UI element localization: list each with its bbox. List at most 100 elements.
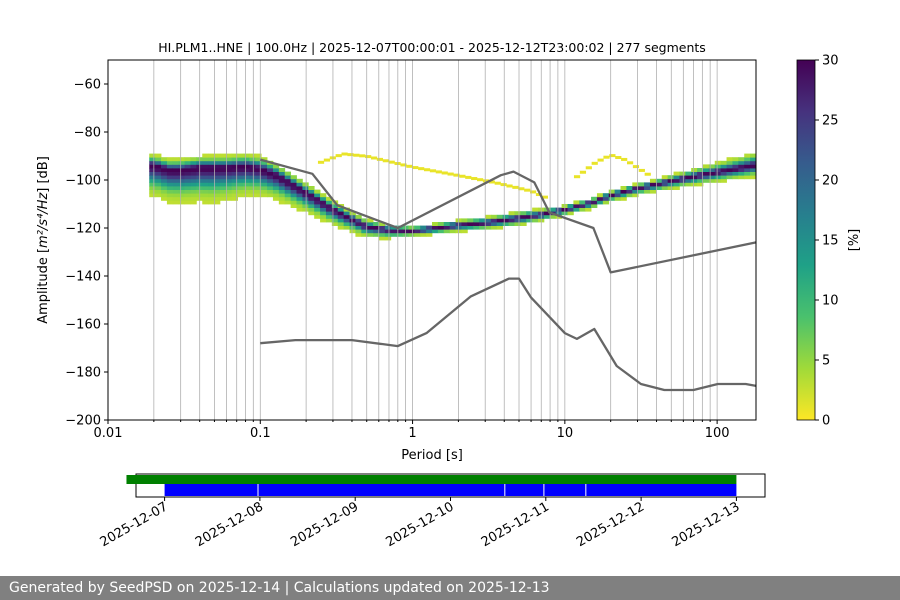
heatmap-cell [231, 168, 238, 172]
heatmap-cell [479, 218, 486, 223]
heatmap-cell [720, 178, 727, 183]
heatmap-cell [166, 196, 174, 201]
heatmap-cell [632, 165, 640, 169]
heatmap-cell [331, 214, 339, 219]
heatmap-cell [720, 160, 727, 165]
heatmap-cell [367, 222, 374, 226]
heatmap-cell [596, 196, 604, 201]
heatmap-cell [249, 182, 256, 187]
heatmap-cell [302, 196, 309, 201]
heatmap-cell [161, 168, 168, 172]
heatmap-cell [655, 182, 663, 187]
heatmap-cell [502, 214, 509, 219]
heatmap-cell [214, 196, 221, 201]
heatmap-cell [750, 168, 757, 172]
heatmap-cell [202, 171, 209, 176]
heatmap-cell [219, 182, 227, 187]
heatmap-cell [608, 196, 616, 201]
heatmap-cell [155, 193, 162, 198]
heatmap-cell [243, 153, 250, 158]
heatmap-cell [302, 193, 309, 198]
heatmap-cell [644, 172, 651, 176]
heatmap-cell [337, 207, 345, 212]
heatmap-cell [685, 175, 692, 180]
heatmap-cell [296, 193, 303, 198]
heatmap-cell [479, 225, 486, 230]
heatmap-cell [320, 200, 327, 205]
heatmap-cell [520, 211, 527, 216]
heatmap-cell [190, 175, 197, 180]
heatmap-cell [184, 186, 191, 190]
heatmap-cell [361, 222, 368, 226]
heatmap-cell [249, 153, 256, 158]
heatmap-cell [278, 171, 286, 176]
heatmap-cell [161, 171, 168, 176]
heatmap-cell [231, 196, 238, 201]
heatmap-cell [390, 232, 398, 237]
heatmap-cell [214, 157, 221, 162]
heatmap-cell [708, 175, 716, 180]
heatmap-cell [702, 171, 710, 176]
heatmap-cell [473, 225, 480, 230]
heatmap-cell [184, 171, 191, 176]
heatmap-cell [467, 225, 474, 230]
heatmap-cell [214, 153, 221, 158]
heatmap-cell [353, 153, 360, 157]
heatmap-cell [208, 193, 215, 198]
heatmap-cell [155, 157, 162, 162]
heatmap-cell [524, 188, 531, 192]
heatmap-cell [249, 186, 256, 190]
heatmap-cell [272, 175, 280, 180]
heatmap-cell [208, 160, 215, 165]
heatmap-cell [702, 178, 710, 183]
heatmap-cell [155, 160, 162, 165]
heatmap-cell [284, 196, 292, 201]
heatmap-cell [161, 186, 168, 190]
heatmap-cell [514, 218, 521, 223]
heatmap-cell [190, 193, 197, 198]
heatmap-cell [267, 189, 274, 194]
heatmap-cell [361, 218, 368, 223]
heatmap-cell [679, 171, 686, 176]
heatmap-cell [496, 214, 504, 219]
heatmap-cell [231, 175, 238, 180]
heatmap-cell [738, 175, 745, 180]
heatmap-cell [325, 196, 333, 201]
heatmap-cell [626, 186, 633, 190]
heatmap-cell [679, 178, 686, 183]
heatmap-cell [585, 204, 592, 208]
heatmap-cell [744, 175, 751, 180]
heatmap-cell [473, 222, 480, 226]
heatmap-cell [255, 157, 262, 162]
psd-figure: HI.PLM1..HNE | 100.0Hz | 2025-12-07T00:0… [36, 40, 862, 550]
heatmap-cell [314, 196, 321, 201]
heatmap-cell [320, 214, 327, 219]
heatmap-cell [585, 207, 592, 212]
heatmap-cell [649, 189, 657, 194]
heatmap-cell [237, 189, 244, 194]
heatmap-cell [591, 196, 598, 201]
heatmap-cell [614, 189, 621, 194]
heatmap-cell [255, 189, 262, 194]
heatmap-cell [432, 229, 439, 234]
heatmap-cell [190, 200, 197, 205]
heatmap-cell [535, 193, 543, 197]
heatmap-cell [302, 204, 309, 208]
heatmap-cell [609, 154, 616, 158]
heatmap-cell [378, 222, 386, 226]
heatmap-cell [432, 225, 439, 230]
heatmap-cell [373, 222, 380, 226]
heatmap-cell [231, 189, 238, 194]
heatmap-cell [184, 193, 191, 198]
heatmap-cell [314, 200, 321, 205]
heatmap-cell [373, 232, 380, 237]
heatmap-cell [579, 204, 586, 208]
heatmap-cell [225, 157, 233, 162]
heatmap-cell [178, 164, 185, 169]
heatmap-cell [149, 189, 156, 194]
heatmap-cell [172, 157, 180, 162]
heatmap-cell [337, 214, 345, 219]
heatmap-cell [214, 168, 221, 172]
heatmap-cell [500, 183, 507, 187]
heatmap-cell [732, 164, 739, 169]
